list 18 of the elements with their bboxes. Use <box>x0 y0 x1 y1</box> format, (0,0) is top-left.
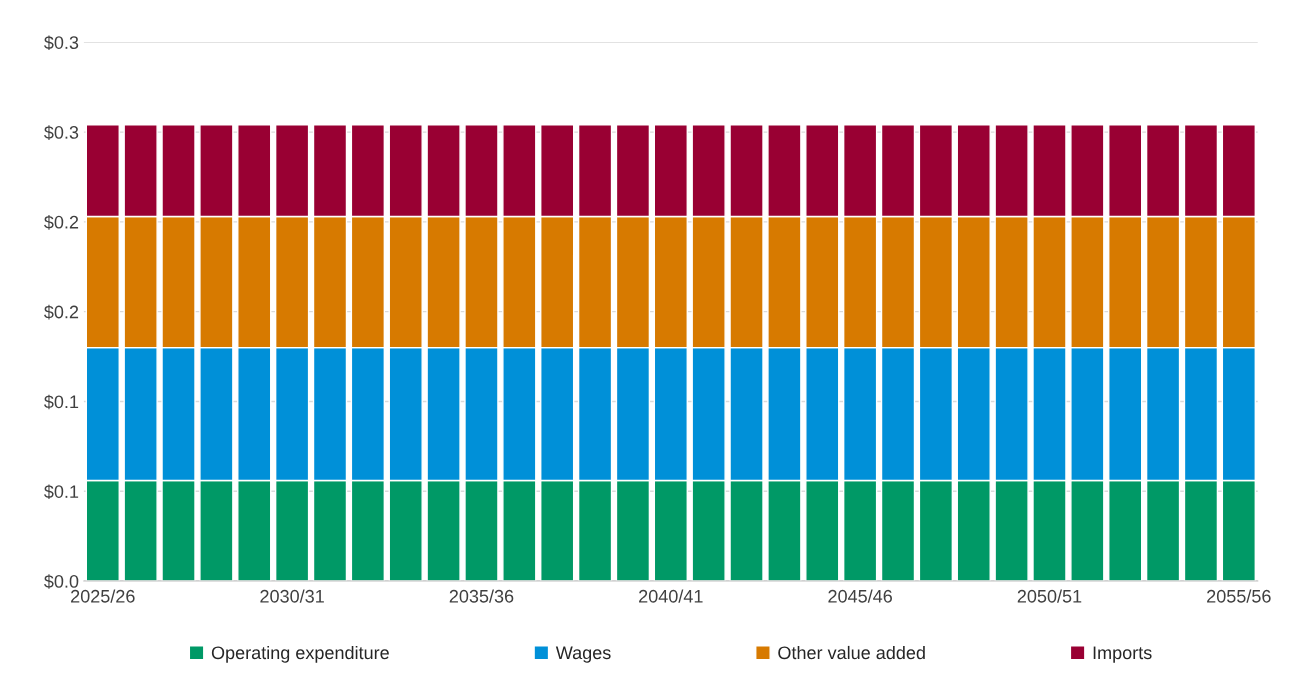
y-tick-label: $0.1 <box>44 484 79 500</box>
x-tick-label: 2040/41 <box>639 589 703 603</box>
legend-label: Imports <box>1093 646 1152 663</box>
y-tick-label: $0.1 <box>44 394 79 410</box>
x-tick-label: 2045/46 <box>828 589 892 603</box>
x-tick-label: 2025/26 <box>71 589 135 603</box>
legend-label: Wages <box>555 646 611 663</box>
x-tick-label: 2035/36 <box>449 589 514 603</box>
y-tick-label: $0.2 <box>44 215 79 230</box>
x-tick-label: 2030/31 <box>260 589 324 603</box>
y-tick-label: $0.0 <box>44 574 79 589</box>
y-tick-label: $0.3 <box>44 125 79 140</box>
x-tick-label: 2050/51 <box>1017 589 1082 603</box>
y-tick-label: $0.3 <box>44 35 79 51</box>
x-tick-label: 2055/56 <box>1207 589 1271 603</box>
legend-label: Other value added <box>778 645 925 660</box>
y-tick-label: $0.2 <box>44 304 79 320</box>
legend-label: Operating expenditure <box>211 645 389 663</box>
